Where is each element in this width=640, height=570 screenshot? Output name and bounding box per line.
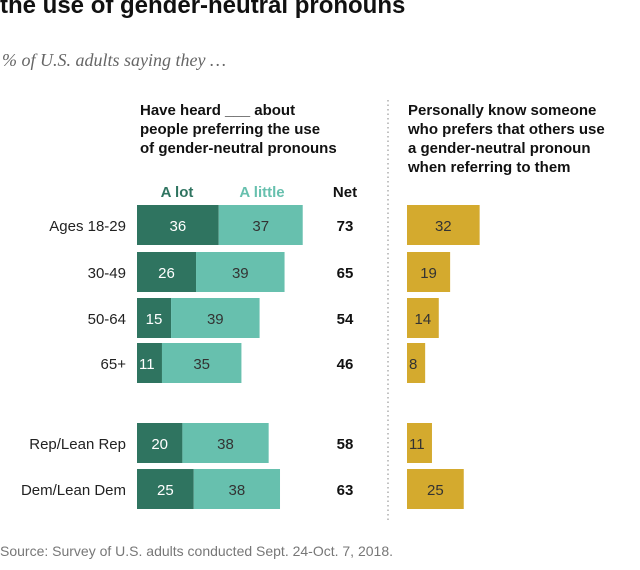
value-label-a-little: 35 xyxy=(193,356,210,373)
legend-a-little: A little xyxy=(239,184,284,201)
category-label: Ages 18-29 xyxy=(49,218,126,235)
chart-subtitle: % of U.S. adults saying they … xyxy=(2,50,226,70)
net-value: 63 xyxy=(337,482,354,499)
bar-know xyxy=(407,423,432,463)
bar-a-lot xyxy=(137,423,183,463)
chart-title: the use of gender-neutral pronouns xyxy=(0,0,406,19)
category-label: Dem/Lean Dem xyxy=(21,482,126,499)
net-value: 54 xyxy=(337,311,354,328)
bar-a-little xyxy=(182,423,269,463)
right-panel-header: Personally know someone who prefers that… xyxy=(408,102,605,176)
bar-know xyxy=(407,298,439,338)
bar-a-little xyxy=(218,205,303,245)
value-label-a-little: 39 xyxy=(232,265,249,282)
bar-a-lot xyxy=(137,205,219,245)
bar-a-little xyxy=(161,343,242,383)
bar-a-lot xyxy=(137,343,162,383)
value-label-a-lot: 36 xyxy=(170,218,187,235)
value-label-know: 11 xyxy=(409,436,425,453)
category-label: 65+ xyxy=(101,356,127,373)
category-label: 30-49 xyxy=(88,265,126,282)
legend-a-lot: A lot xyxy=(161,184,194,201)
category-label: Rep/Lean Rep xyxy=(29,436,126,453)
bar-know xyxy=(407,205,480,245)
value-label-a-little: 38 xyxy=(229,482,246,499)
bar-know xyxy=(407,252,451,292)
bar-a-little xyxy=(196,252,285,292)
value-label-a-lot: 11 xyxy=(139,356,155,373)
value-label-a-little: 37 xyxy=(252,218,269,235)
bar-a-little xyxy=(193,469,281,509)
bar-a-little xyxy=(171,298,260,338)
value-label-a-little: 38 xyxy=(217,436,234,453)
value-label-know: 32 xyxy=(435,218,452,235)
bar-a-lot xyxy=(137,298,172,338)
value-label-know: 8 xyxy=(409,356,417,373)
value-label-a-little: 39 xyxy=(207,311,224,328)
net-header: Net xyxy=(333,184,357,201)
net-value: 65 xyxy=(337,265,354,282)
bar-know xyxy=(407,469,464,509)
value-label-a-lot: 25 xyxy=(157,482,174,499)
source-note: Source: Survey of U.S. adults conducted … xyxy=(0,543,393,559)
net-value: 46 xyxy=(337,356,354,373)
net-value: 73 xyxy=(337,218,354,235)
net-value: 58 xyxy=(337,436,354,453)
bar-a-lot xyxy=(137,469,194,509)
value-label-know: 25 xyxy=(427,482,444,499)
bar-know xyxy=(407,343,426,383)
bar-chart: A lot A little Net Ages 18-29 36 37 73 32 30-49 2… xyxy=(21,100,480,522)
value-label-a-lot: 20 xyxy=(151,436,168,453)
bar-a-lot xyxy=(137,252,197,292)
value-label-a-lot: 26 xyxy=(158,265,175,282)
value-label-a-lot: 15 xyxy=(146,311,163,328)
left-panel-header: Have heard ___ about people preferring t… xyxy=(140,102,337,157)
value-label-know: 19 xyxy=(420,265,437,282)
category-label: 50-64 xyxy=(88,311,126,328)
value-label-know: 14 xyxy=(415,311,432,328)
